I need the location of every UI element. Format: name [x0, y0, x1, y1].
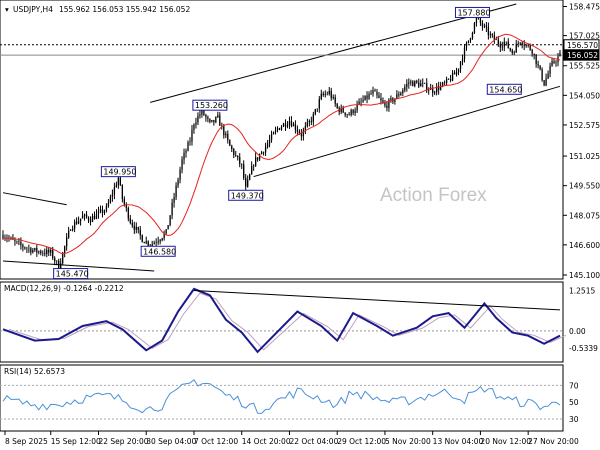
time-tick-label: 7 Oct 12:00: [194, 437, 238, 446]
price-tick-label: 149.550: [569, 182, 600, 191]
callout-box: [228, 189, 264, 201]
price-axis: 158.475 157.025 155.525 154.050 152.575 151.0…: [563, 3, 600, 280]
callout-box: [140, 245, 176, 257]
time-tick-label: 5 Nov 20:00: [385, 437, 431, 446]
macd-series: 1.2515 0.00 -0.5339: [0, 286, 598, 354]
macd-trendline: [193, 289, 561, 311]
rsi-label: RSI(14) 52.6573: [4, 367, 65, 376]
price-tick-label: 157.025: [569, 32, 600, 41]
time-tick-label: 22 Oct 04:00: [289, 437, 338, 446]
rsi-tick-label: 70: [569, 381, 579, 390]
price-tick-label: 151.025: [569, 152, 600, 161]
moving-average-line: [2, 33, 561, 255]
rsi-line: [2, 378, 561, 414]
callout-box: [100, 166, 136, 178]
rsi-tick-label: 30: [569, 415, 579, 424]
time-tick-label: 20 Nov 12:00: [480, 437, 531, 446]
watermark-text: Action Forex: [380, 185, 487, 206]
price-tick-label: 158.475: [569, 3, 600, 12]
symbol-label: USDJPY,H4: [13, 5, 53, 14]
callout-label: 153.260: [195, 101, 228, 110]
rsi-series: 70 50 30: [0, 378, 579, 424]
callout-label: 157.880: [457, 8, 490, 17]
ma-line: [2, 33, 561, 255]
macd-label: MACD(12,26,9) -0.1264 -0.2212: [4, 284, 124, 293]
callout-box: [454, 6, 490, 18]
time-tick-label: 29 Oct 12:00: [337, 437, 386, 446]
downtrend-upper-line: [2, 192, 67, 206]
main-panel-frame: [0, 0, 564, 280]
rsi-panel-frame: [0, 364, 564, 432]
price-flag-label: 156.570: [567, 41, 598, 50]
candlestick-series: [2, 13, 561, 272]
time-tick-label: 14 Oct 20:00: [242, 437, 291, 446]
time-tick-label: 8 Sep 2025: [5, 437, 48, 446]
price-tick-label: 155.525: [569, 62, 600, 71]
time-tick-label: 27 Nov 20:00: [528, 437, 579, 446]
price-tick-label: 148.075: [569, 211, 600, 220]
channel-lower-line: [253, 85, 561, 178]
callout-box: [53, 268, 89, 280]
callout-label: 146.580: [143, 247, 176, 256]
callout-label: 145.470: [56, 270, 89, 279]
macd-tick-label: -0.5339: [569, 344, 598, 353]
price-tick-label: 145.100: [569, 271, 600, 280]
price-callouts: 157.880 154.650 153.260 149.950 149.370 146.5…: [53, 6, 522, 280]
macd-tick-label: 1.2515: [569, 286, 595, 295]
callout-label: 149.950: [103, 168, 136, 177]
price-tick-label: 152.575: [569, 121, 600, 130]
time-tick-label: 15 Sep 12:00: [51, 437, 101, 446]
channel-lines: [2, 3, 561, 272]
quote-label: 155.962 156.053 155.942 156.052: [59, 5, 190, 14]
macd-main-line: [2, 287, 561, 354]
time-tick-label: 22 Sep 20:00: [98, 437, 148, 446]
price-tick-label: 146.600: [569, 241, 600, 250]
time-tick-label: 13 Nov 04:00: [433, 437, 484, 446]
time-tick-label: 30 Sep 04:00: [146, 437, 196, 446]
callout-box: [192, 99, 228, 111]
callout-label: 154.650: [489, 85, 522, 94]
price-tick-label: 154.050: [569, 91, 600, 100]
chart-header-arrow[interactable]: ▾: [5, 5, 9, 14]
price-level-lines: [0, 44, 563, 56]
price-flag-box: [563, 49, 600, 61]
callout-label: 149.370: [231, 191, 264, 200]
macd-tick-label: 0.00: [569, 327, 586, 336]
macd-panel-frame: [0, 281, 564, 363]
downtrend-lower-line: [2, 260, 155, 272]
channel-upper-line: [150, 3, 517, 103]
rsi-tick-label: 50: [569, 398, 579, 407]
callout-box: [486, 83, 522, 95]
price-flag-label: 156.052: [567, 51, 598, 60]
